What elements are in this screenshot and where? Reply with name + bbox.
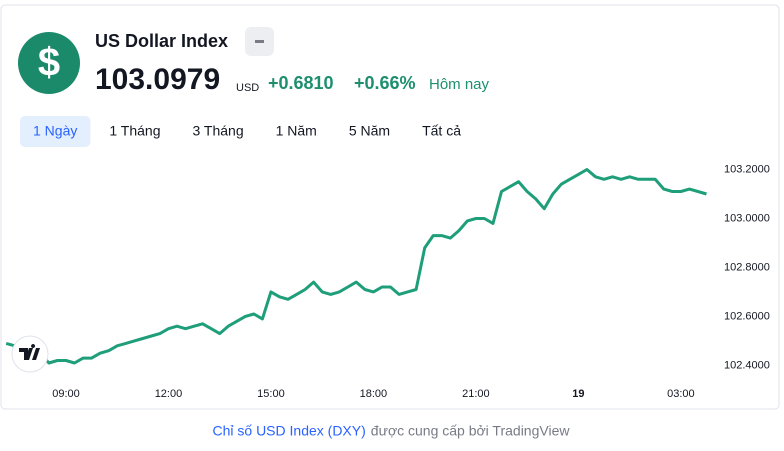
tab[interactable]: 1 Năm (263, 116, 330, 147)
tab-label[interactable]: 1 Năm (276, 123, 317, 139)
x-tick-label: 12:00 (155, 388, 183, 400)
x-tick-label: 03:00 (667, 388, 695, 400)
y-tick-label: 102.6000 (724, 310, 770, 322)
change-percent: +0.66% (354, 73, 416, 93)
x-tick-label: 21:00 (462, 388, 490, 400)
tab-label[interactable]: Tất cả (422, 123, 461, 139)
title: US Dollar Index (95, 31, 228, 51)
tab-bg (20, 116, 91, 147)
y-tick-label: 102.4000 (724, 359, 770, 371)
tab[interactable]: 1 Ngày (20, 116, 91, 147)
y-tick-label: 102.8000 (724, 261, 770, 273)
footer-text: được cung cấp bởi TradingView (371, 423, 571, 439)
y-tick-label: 103.0000 (724, 212, 770, 224)
tab[interactable]: 1 Tháng (96, 116, 173, 147)
card (0, 4, 780, 410)
icon-circle (18, 32, 80, 94)
plot: 102.4000 102.6000 102.8000 103.0000 103.2000… (5, 163, 770, 400)
tab[interactable]: 5 Năm (336, 116, 403, 147)
x-tick-label: 19 (572, 388, 584, 400)
tab-label[interactable]: 1 Ngày (33, 123, 77, 139)
currency: USD (236, 82, 259, 94)
tab-label[interactable]: 3 Tháng (192, 123, 243, 139)
footer-link[interactable]: Chỉ số USD Index (DXY) (213, 423, 366, 439)
tab-bar: 1 Ngày 1 Tháng 3 Tháng 1 Năm 5 Năm Tất cả (20, 116, 474, 147)
period: Hôm nay (429, 76, 490, 93)
x-tick-label: 18:00 (360, 388, 388, 400)
x-tick-label: 09:00 (52, 388, 80, 400)
tab-label[interactable]: 5 Năm (349, 123, 390, 139)
x-tick-label: 15:00 (257, 388, 285, 400)
logo-mark (19, 344, 40, 360)
price: 103.0979 (95, 63, 220, 96)
tv-logo (11, 335, 49, 373)
price-line (5, 168, 707, 365)
icon: $ (38, 41, 60, 85)
y-tick-label: 103.2000 (724, 163, 770, 175)
change: +0.6810 (268, 73, 334, 93)
tab[interactable]: Tất cả (409, 116, 474, 147)
badge-dash (255, 40, 264, 43)
tab-label[interactable]: 1 Tháng (109, 123, 160, 139)
tab[interactable]: 3 Tháng (179, 116, 256, 147)
